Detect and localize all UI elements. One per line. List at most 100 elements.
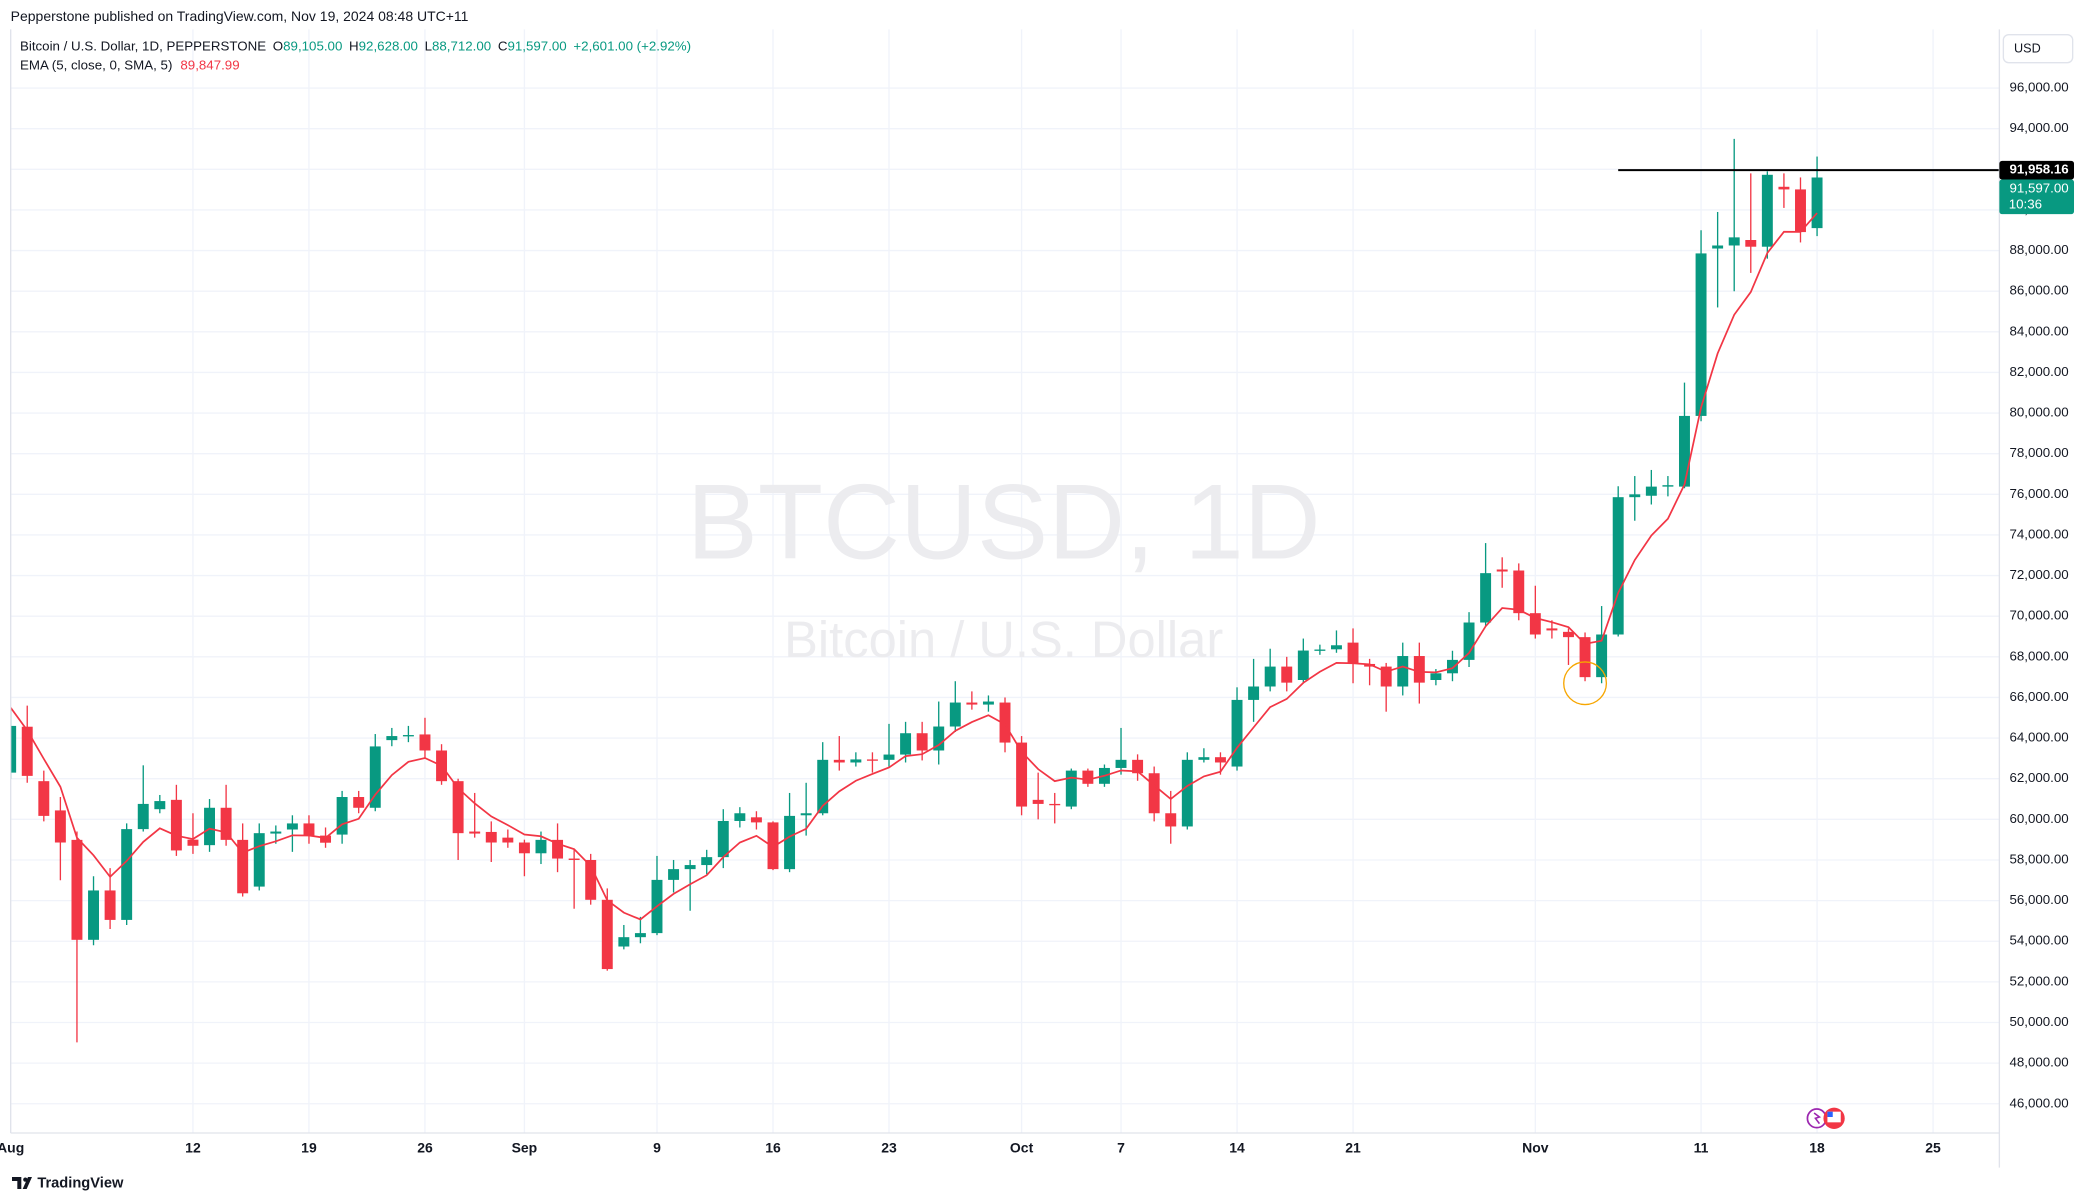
candle-body (552, 839, 564, 859)
y-tick-label: 54,000.00 (2009, 933, 2068, 948)
candle-body (916, 733, 928, 751)
candle-body (1529, 613, 1541, 635)
y-tick-label: 60,000.00 (2009, 811, 2068, 826)
candle-body (734, 813, 746, 821)
tradingview-logo (11, 1176, 32, 1189)
candle-body (1563, 631, 1574, 638)
footer-brand: TradingView (37, 1176, 124, 1192)
y-tick-label: 76,000.00 (2009, 486, 2068, 501)
candle-body (568, 858, 580, 860)
candle-body (187, 839, 199, 846)
candle-body (121, 829, 133, 920)
candle-body (1513, 570, 1525, 614)
y-tick-label: 46,000.00 (2009, 1095, 2068, 1110)
candle-body (1264, 666, 1276, 687)
candle-body (1430, 673, 1442, 680)
candle-body (1082, 770, 1094, 784)
candle-body (1496, 569, 1508, 572)
candle-body (1049, 803, 1061, 806)
candle-body (1198, 757, 1210, 760)
grid (9, 29, 2000, 1133)
countdown-label: 10:36 (2009, 196, 2042, 211)
candle-body (1380, 666, 1392, 687)
candle-body (336, 797, 348, 835)
x-tick-label: 16 (765, 1140, 781, 1156)
ema-name: EMA (5, close, 0, SMA, 5) (20, 57, 172, 72)
candle-body (1596, 634, 1608, 678)
publisher: Pepperstone published on TradingView.com… (11, 8, 469, 24)
candle-body (1214, 757, 1226, 763)
x-tick-label: 25 (1925, 1140, 1941, 1156)
candle-body (502, 837, 514, 843)
y-tick-label: 52,000.00 (2009, 973, 2068, 988)
x-tick-label: 12 (185, 1140, 201, 1156)
candle-body (866, 759, 878, 761)
y-tick-label: 50,000.00 (2009, 1014, 2068, 1029)
candle-body (137, 803, 149, 830)
x-tick-label: 19 (301, 1140, 317, 1156)
candle-body (1463, 622, 1475, 660)
y-tick-label: 68,000.00 (2009, 648, 2068, 663)
legend-change: +2,601.00 (+2.92%) (573, 38, 691, 53)
candle-body (419, 734, 431, 751)
y-tick-label: 82,000.00 (2009, 364, 2068, 379)
candle-body (1231, 699, 1243, 767)
x-tick-label: Nov (1522, 1140, 1549, 1156)
x-tick-label: 7 (1117, 1140, 1125, 1156)
x-tick-label: 26 (417, 1140, 433, 1156)
candle-body (1297, 650, 1309, 680)
candle-body (1032, 799, 1044, 804)
ohlc-key: C (498, 38, 508, 53)
candle-body (933, 726, 945, 751)
candle-body (1397, 656, 1409, 687)
candle-body (717, 820, 729, 858)
ohlc-value: 88,712.00 (432, 38, 491, 53)
candle-body (1745, 240, 1757, 247)
currency-label[interactable]: USD (2014, 42, 2041, 56)
candle-body (21, 726, 33, 776)
candle-body (353, 797, 365, 808)
candle-body (1612, 497, 1624, 635)
candle-body (966, 702, 978, 705)
candle-body (999, 702, 1011, 743)
y-tick-label: 66,000.00 (2009, 689, 2068, 704)
candle-body (1662, 485, 1674, 487)
candle-body (850, 759, 862, 763)
y-tick-label: 48,000.00 (2009, 1055, 2068, 1070)
candle-body (54, 810, 66, 843)
candle-body (784, 815, 796, 870)
annotation-circle (1563, 661, 1608, 706)
candle-body (220, 807, 232, 840)
candle-body (1347, 642, 1359, 664)
candle-body (1579, 637, 1591, 678)
candle-body (1148, 773, 1160, 814)
candle-body (1795, 189, 1806, 233)
ema-legend: EMA (5, close, 0, SMA, 5) 89,847.99 (20, 57, 240, 72)
candle-body (701, 857, 713, 866)
candle-body (1165, 813, 1177, 827)
y-tick-label: 58,000.00 (2009, 851, 2068, 866)
legend: Bitcoin / U.S. Dollar, 1D, PEPPERSTONE O8… (20, 38, 691, 53)
candle-body (949, 702, 961, 727)
x-tick-label: 9 (653, 1140, 661, 1156)
candle-body (170, 799, 182, 851)
y-tick-label: 88,000.00 (2009, 242, 2068, 257)
candle-body (900, 733, 912, 755)
candle-body (386, 736, 398, 741)
candle-body (817, 759, 829, 814)
candle-body (10, 725, 17, 773)
y-tick-label: 84,000.00 (2009, 323, 2068, 338)
y-tick-label: 74,000.00 (2009, 526, 2068, 541)
y-tick-label: 64,000.00 (2009, 730, 2068, 745)
y-tick-label: 78,000.00 (2009, 445, 2068, 460)
ohlc-key: L (425, 38, 432, 53)
y-tick-label: 62,000.00 (2009, 770, 2068, 785)
candle-body (253, 833, 265, 887)
ema-value: 89,847.99 (180, 57, 239, 72)
currency-button[interactable] (2002, 34, 2074, 64)
candle-body (237, 839, 249, 894)
y-tick-label: 80,000.00 (2009, 405, 2068, 420)
candle-body (668, 869, 680, 880)
candle-body (1281, 666, 1293, 683)
